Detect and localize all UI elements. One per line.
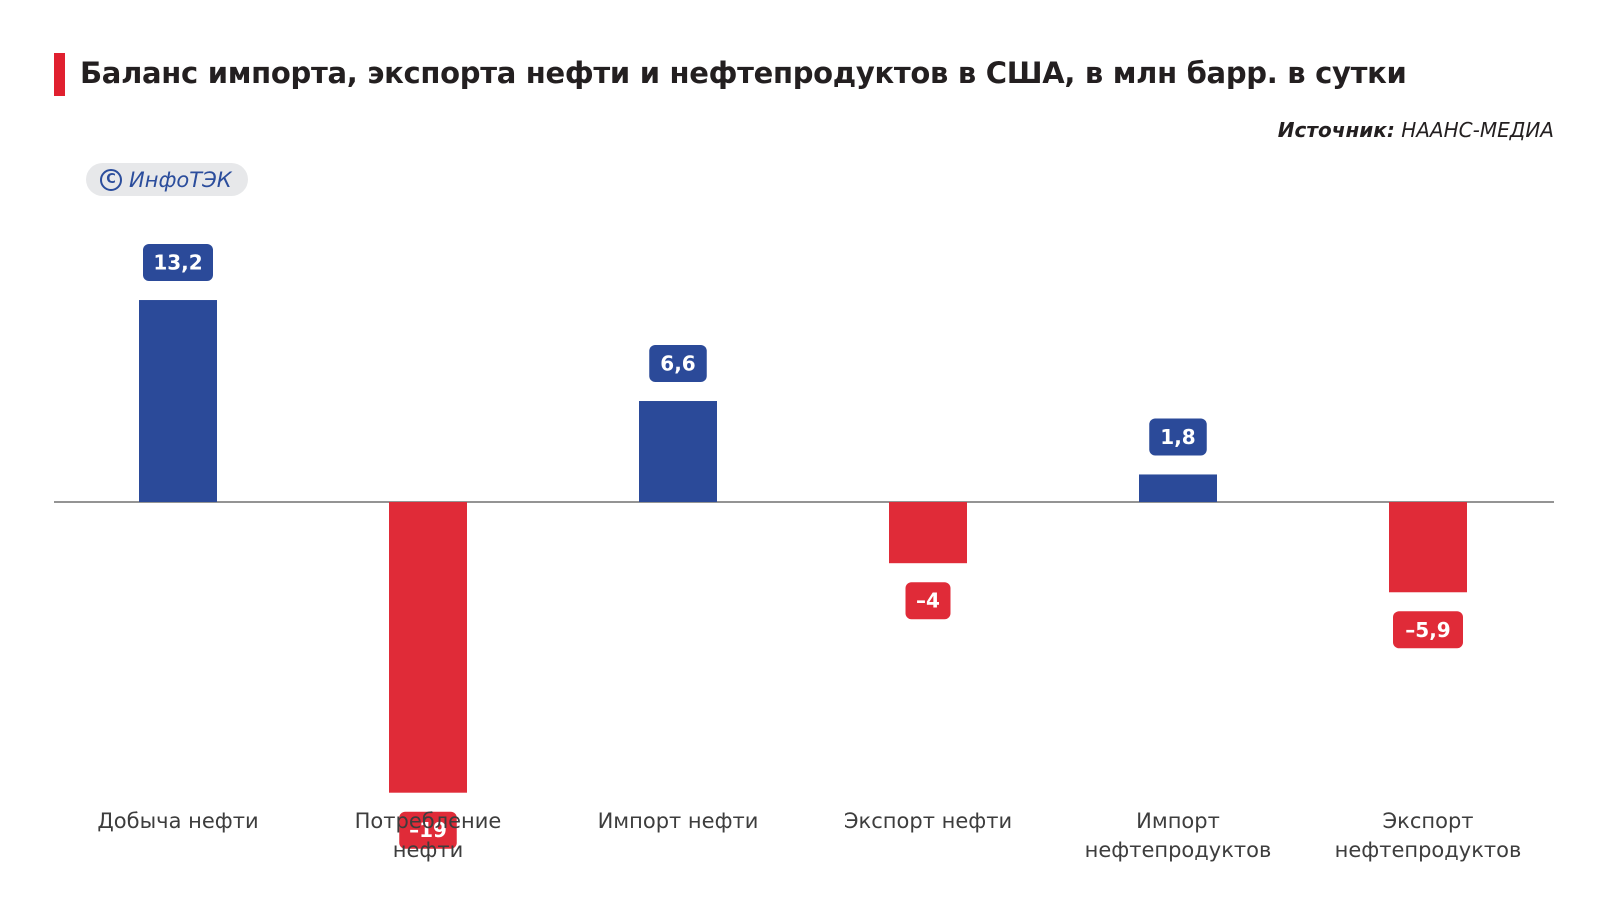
copyright-icon: C <box>100 168 122 191</box>
category-label-5-0: Экспорт <box>1382 809 1473 833</box>
watermark-badge: C ИнфоТЭК <box>86 163 248 196</box>
value-badge-1 <box>399 811 457 849</box>
value-label-2: 6,6 <box>660 352 695 376</box>
value-label-4: 1,8 <box>1160 425 1195 449</box>
value-badge-5 <box>1393 611 1463 649</box>
value-label-0: 13,2 <box>153 251 202 275</box>
bar-2 <box>639 401 717 502</box>
category-label-4-0: Импорт <box>1136 809 1220 833</box>
category-label-2-0: Импорт нефти <box>598 809 759 833</box>
bar-0 <box>139 300 217 502</box>
title-accent-bar <box>54 53 65 96</box>
source-note: Источник: НААНС-МЕДИА <box>1278 118 1554 142</box>
category-label-4-1: нефтепродуктов <box>1085 838 1272 862</box>
bar-5 <box>1389 502 1467 593</box>
source-label: Источник: <box>1277 118 1395 142</box>
bar-4 <box>1139 474 1217 502</box>
value-badge-2 <box>649 345 707 383</box>
category-label-1-0: Потребление <box>355 809 502 833</box>
category-label-0-0: Добыча нефти <box>97 809 258 833</box>
source-value: НААНС-МЕДИА <box>1401 118 1554 142</box>
chart-title: Баланс импорта, экспорта нефти и нефтепр… <box>80 56 1407 90</box>
value-badge-3 <box>905 582 951 620</box>
value-label-5: –5,9 <box>1405 618 1450 642</box>
value-label-1: –19 <box>409 818 447 842</box>
bar-3 <box>889 502 967 564</box>
category-label-1-1: нефти <box>393 838 464 862</box>
watermark-text: ИнфоТЭК <box>129 167 232 192</box>
category-label-5-1: нефтепродуктов <box>1335 838 1522 862</box>
category-label-3-0: Экспорт нефти <box>844 809 1012 833</box>
value-badge-0 <box>143 244 213 282</box>
bar-1 <box>389 502 467 793</box>
value-label-3: –4 <box>916 589 940 613</box>
value-badge-4 <box>1149 418 1207 456</box>
